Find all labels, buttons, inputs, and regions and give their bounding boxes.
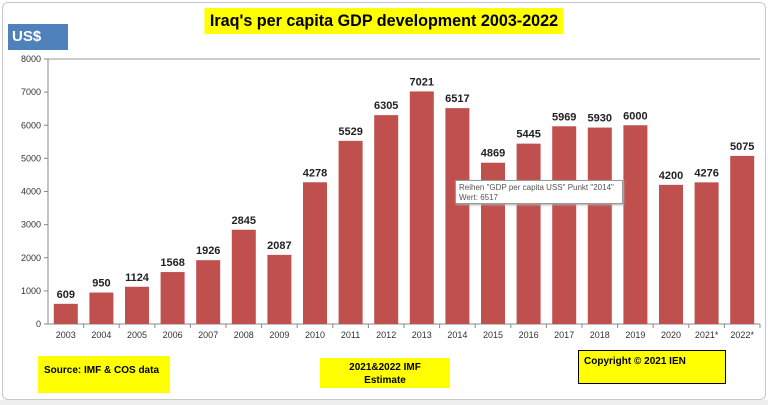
- tooltip-series: Reihen "GDP per capita USS" Punkt "2014": [459, 183, 614, 192]
- y-axis-unit-label: US$: [8, 24, 68, 50]
- tooltip-value: Wert: 6517: [459, 193, 498, 202]
- source-note: Source: IMF & COS data: [38, 356, 170, 393]
- x-tick-label: 2021*: [695, 330, 719, 340]
- data-label: 5969: [552, 111, 576, 123]
- data-label: 6517: [445, 93, 469, 105]
- data-label: 4278: [303, 167, 327, 179]
- bar-2016: [516, 143, 541, 324]
- estimate-line-1: 2021&2022 IMF: [349, 362, 421, 373]
- x-tick-label: 2017: [554, 330, 574, 340]
- bar-2008: [231, 229, 256, 324]
- x-tick-label: 2013: [412, 330, 432, 340]
- bar-2009: [267, 254, 292, 324]
- bar-2019: [623, 125, 648, 324]
- bar-2018: [587, 127, 612, 324]
- bar-2021*: [694, 182, 719, 324]
- sheet-strip: [0, 400, 768, 405]
- bar-2006: [160, 272, 185, 324]
- data-label: 2845: [232, 215, 256, 227]
- data-label: 7021: [410, 76, 434, 88]
- data-label: 1926: [196, 245, 220, 257]
- data-label: 6000: [623, 110, 647, 122]
- data-label: 1124: [125, 272, 150, 284]
- bar-2013: [409, 91, 434, 324]
- bar-2003: [53, 303, 78, 324]
- x-tick-label: 2019: [625, 330, 645, 340]
- x-tick-label: 2003: [56, 330, 76, 340]
- x-tick-label: 2008: [234, 330, 254, 340]
- y-tick-label: 4000: [21, 187, 41, 197]
- bar-2022*: [730, 155, 755, 324]
- y-tick-label: 2000: [21, 253, 41, 263]
- x-tick-label: 2016: [519, 330, 539, 340]
- bar-2010: [303, 182, 327, 324]
- x-tick-label: 2015: [483, 330, 503, 340]
- bar-2005: [125, 286, 149, 324]
- data-label: 6305: [374, 100, 398, 112]
- x-tick-label: 2018: [590, 330, 610, 340]
- bar-2017: [552, 126, 577, 324]
- bar-2011: [338, 140, 363, 324]
- x-tick-label: 2014: [447, 330, 467, 340]
- x-tick-label: 2009: [269, 330, 289, 340]
- data-label: 609: [57, 289, 75, 301]
- estimate-note: 2021&2022 IMF Estimate: [320, 358, 450, 388]
- data-label: 4200: [659, 170, 683, 182]
- estimate-line-2: Estimate: [364, 375, 406, 386]
- y-tick-label: 5000: [21, 153, 41, 163]
- x-tick-label: 2022*: [730, 330, 754, 340]
- bar-2014: [445, 108, 470, 324]
- data-label: 950: [92, 278, 110, 290]
- x-tick-label: 2012: [376, 330, 396, 340]
- data-label: 5075: [730, 141, 754, 153]
- data-tooltip: Reihen "GDP per capita USS" Punkt "2014"…: [455, 180, 623, 204]
- y-tick-label: 8000: [21, 54, 41, 64]
- x-tick-label: 2006: [163, 330, 183, 340]
- data-label: 4869: [481, 148, 505, 160]
- x-tick-label: 2020: [661, 330, 681, 340]
- x-tick-label: 2005: [127, 330, 147, 340]
- data-label: 5930: [588, 113, 612, 125]
- bar-2004: [89, 292, 114, 324]
- data-label: 4276: [694, 167, 718, 179]
- bar-2007: [196, 260, 221, 324]
- y-tick-label: 1000: [21, 286, 41, 296]
- y-tick-label: 7000: [21, 87, 41, 97]
- x-tick-label: 2004: [91, 330, 111, 340]
- x-tick-label: 2011: [341, 330, 360, 340]
- data-label: 5529: [338, 126, 362, 138]
- bar-2012: [374, 115, 399, 324]
- y-tick-label: 3000: [21, 220, 41, 230]
- y-tick-label: 0: [36, 319, 41, 329]
- data-label: 5445: [516, 129, 540, 141]
- data-label: 1568: [160, 257, 184, 269]
- y-tick-label: 6000: [21, 120, 41, 130]
- chart-title: Iraq's per capita GDP development 2003-2…: [204, 8, 564, 34]
- x-tick-label: 2010: [305, 330, 325, 340]
- copyright-note: Copyright © 2021 IEN: [578, 350, 726, 384]
- x-tick-label: 2007: [198, 330, 218, 340]
- data-label: 2087: [267, 240, 291, 252]
- bar-2020: [659, 184, 683, 324]
